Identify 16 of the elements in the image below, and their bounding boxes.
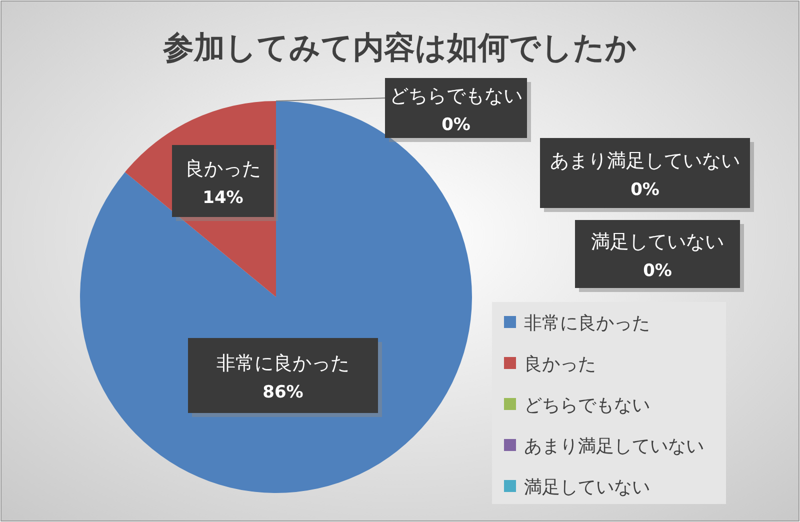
text: 0%	[643, 261, 672, 281]
text: 0%	[442, 115, 470, 135]
text: 0%	[630, 180, 660, 200]
legend-label: どちらでもない	[524, 395, 650, 416]
legend-label: あまり満足していない	[524, 436, 704, 457]
legend-label: 非常に良かった	[524, 313, 650, 334]
legend-label: 満足していない	[524, 477, 650, 498]
category-label: 満足していない	[591, 231, 724, 253]
data-label: 14%	[202, 188, 244, 208]
category-label: どちらでもない	[390, 85, 522, 107]
data-label: 86%	[262, 382, 304, 402]
legend-label: 良かった	[524, 354, 596, 375]
chart-title: 参加してみて内容は如何でしたか	[162, 30, 637, 66]
slice-label: 非常に良かった	[216, 352, 350, 374]
slice-label: 良かった	[185, 158, 261, 180]
category-label: あまり満足していない	[550, 150, 740, 172]
